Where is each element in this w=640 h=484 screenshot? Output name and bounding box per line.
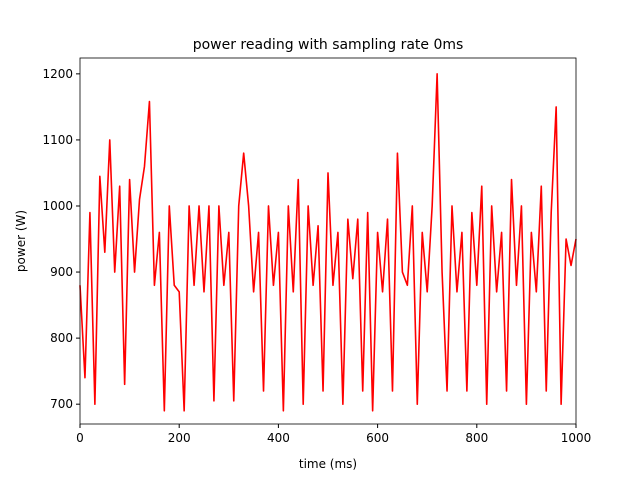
- line: [79, 73, 577, 412]
- x-tick-label: 1000: [561, 431, 592, 445]
- x-tick-label: 400: [267, 431, 290, 445]
- y-tick-label: 800: [50, 331, 73, 345]
- x-axis-label: time (ms): [299, 457, 357, 471]
- x-tick-label: 0: [76, 431, 84, 445]
- y-tick-label: 700: [50, 397, 73, 411]
- x-tick-label: 800: [465, 431, 488, 445]
- y-tick-label: 1200: [42, 67, 73, 81]
- x-tick-label: 600: [366, 431, 389, 445]
- y-tick-label: 900: [50, 265, 73, 279]
- y-axis-label: power (W): [14, 210, 28, 272]
- chart-title: power reading with sampling rate 0ms: [193, 37, 464, 53]
- y-tick-label: 1100: [42, 133, 73, 147]
- plot-frame: [79, 57, 577, 425]
- y-tick-label: 1000: [42, 199, 73, 213]
- x-tick-label: 200: [168, 431, 191, 445]
